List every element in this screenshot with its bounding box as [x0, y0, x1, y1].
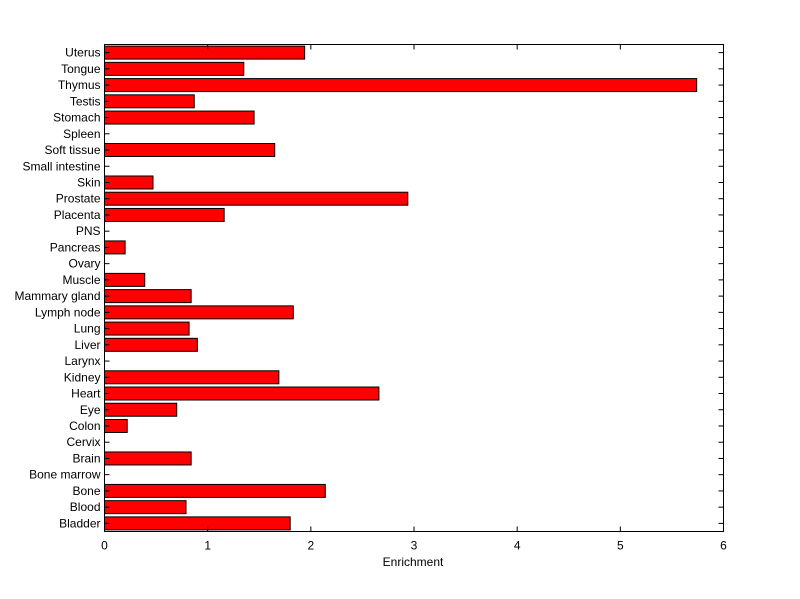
y-tick-label-muscle: Muscle [62, 273, 100, 287]
x-tick-label-2: 2 [307, 539, 314, 553]
y-tick-label-uterus: Uterus [65, 46, 100, 60]
y-tick-label-kidney: Kidney [64, 370, 101, 384]
y-tick-label-prostate: Prostate [56, 192, 101, 206]
bar-liver [104, 337, 198, 352]
y-tick-label-ovary: Ovary [68, 257, 100, 271]
x-axis-label: Enrichment [383, 555, 444, 569]
x-axis-ticks: 0 1 2 3 4 5 6 [101, 44, 727, 553]
y-tick-label-tongue: Tongue [61, 62, 101, 76]
x-tick-label-6: 6 [720, 539, 727, 553]
y-tick-label-skin: Skin [77, 175, 100, 189]
x-tick-label-5: 5 [617, 539, 624, 553]
bar-stomach [104, 110, 255, 125]
y-tick-label-lung: Lung [74, 322, 101, 336]
bar-bone [104, 483, 326, 498]
y-tick-label-stomach: Stomach [53, 111, 100, 125]
y-tick-label-cervix: Cervix [66, 435, 100, 449]
y-tick-label-soft-tissue: Soft tissue [44, 143, 100, 157]
y-tick-label-bone-marrow: Bone marrow [29, 468, 101, 482]
bar-brain [104, 451, 192, 466]
y-tick-label-colon: Colon [69, 419, 100, 433]
y-tick-label-mammary-gland: Mammary gland [14, 289, 100, 303]
bar-heart [104, 386, 380, 401]
bar-uterus [104, 45, 306, 60]
bar-skin [104, 175, 154, 190]
y-tick-label-lymph-node: Lymph node [35, 305, 101, 319]
y-tick-label-larynx: Larynx [64, 354, 100, 368]
bar-testis [104, 94, 195, 109]
y-tick-label-bladder: Bladder [59, 516, 100, 530]
x-tick-label-4: 4 [514, 539, 521, 553]
plot-frame [104, 44, 724, 532]
bar-tongue [104, 61, 245, 76]
bar-placenta [104, 207, 225, 222]
x-tick-label-3: 3 [411, 539, 418, 553]
bar-prostate [104, 191, 409, 206]
y-axis-ticks: Uterus Tongue Thymus Testis Stomach Spleen Sof… [14, 46, 724, 530]
y-tick-label-thymus: Thymus [58, 78, 101, 92]
y-tick-label-blood: Blood [70, 500, 101, 514]
y-tick-label-heart: Heart [71, 387, 101, 401]
x-tick-label-1: 1 [204, 539, 211, 553]
y-tick-label-pancreas: Pancreas [50, 240, 101, 254]
y-tick-label-testis: Testis [70, 94, 101, 108]
bar-bladder [104, 516, 291, 531]
x-tick-label-0: 0 [101, 539, 108, 553]
y-tick-label-eye: Eye [80, 403, 101, 417]
y-tick-label-bone: Bone [72, 484, 100, 498]
bars-group [104, 45, 698, 531]
bar-eye [104, 402, 178, 417]
bar-kidney [104, 370, 280, 385]
y-tick-label-spleen: Spleen [63, 127, 100, 141]
bar-lung [104, 321, 190, 336]
bar-blood [104, 500, 187, 515]
bar-soft-tissue [104, 143, 276, 158]
bar-thymus [104, 78, 698, 93]
bar-muscle [104, 272, 146, 287]
bar-lymph-node [104, 305, 294, 320]
y-tick-label-pns: PNS [76, 224, 101, 238]
y-tick-label-small-intestine: Small intestine [22, 159, 100, 173]
y-tick-label-placenta: Placenta [54, 208, 101, 222]
y-tick-label-brain: Brain [72, 451, 100, 465]
y-tick-label-liver: Liver [74, 338, 100, 352]
bar-mammary-gland [104, 289, 192, 304]
